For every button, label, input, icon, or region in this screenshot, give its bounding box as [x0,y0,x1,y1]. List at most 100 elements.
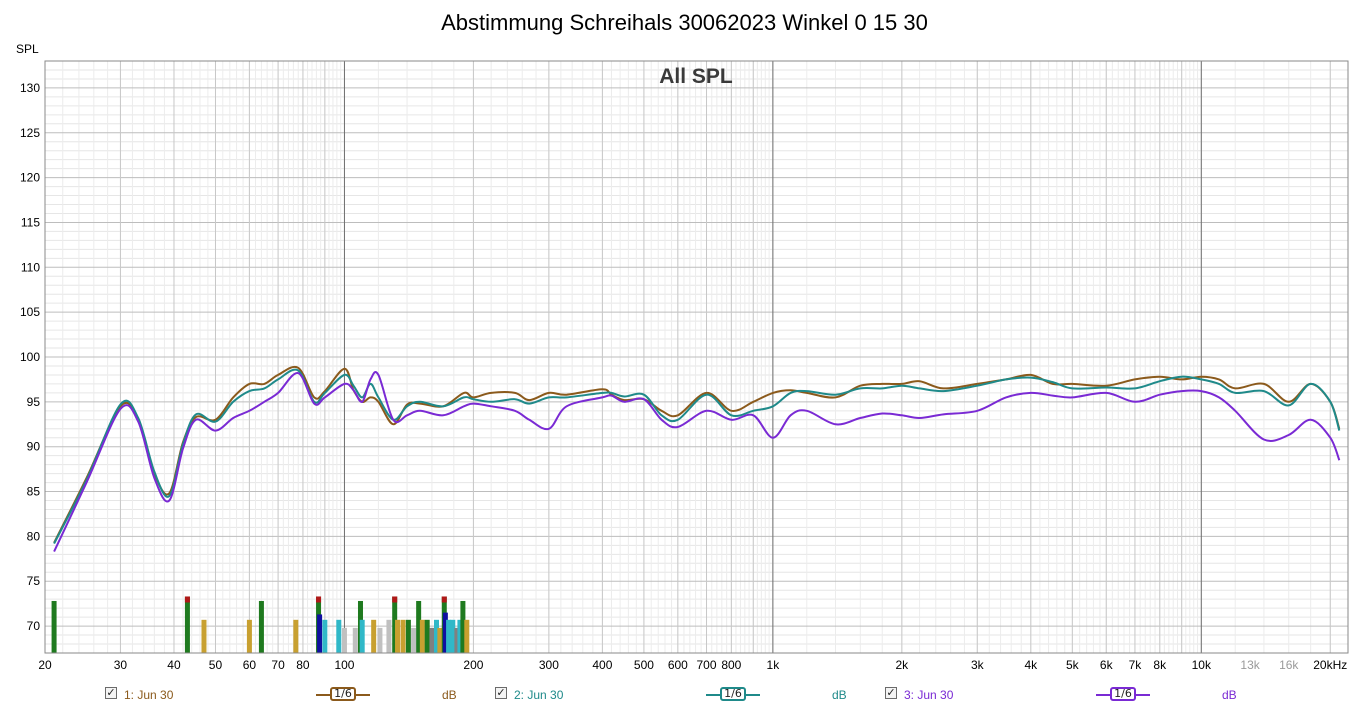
x-tick-label: 800 [721,658,741,672]
chart-subtitle: All SPL [659,65,733,88]
y-tick-label: 115 [21,215,40,229]
bars-layer [51,596,470,653]
x-tick-label: 1k [767,658,781,672]
x-tick-label: 80 [296,658,310,672]
plot-frame [44,60,1349,654]
histogram-bar-cap [392,596,398,603]
x-tick-label: 10k [1192,658,1212,672]
smoothing-value-2[interactable]: 1/6 [720,687,746,701]
histogram-bar [433,619,439,653]
chart-title: Abstimmung Schreihals 30062023 Winkel 0 … [441,10,928,35]
legend-unit-2: dB [832,688,847,702]
histogram-bar [429,627,435,653]
x-tick-label: 7k [1129,658,1143,672]
x-tick-label: 100 [334,658,354,672]
x-tick-label: 13k [1240,658,1260,672]
x-tick-label: 20 [38,658,52,672]
y-tick-label: 100 [20,350,40,364]
smoothing-control-1[interactable]: 1/6 [316,686,370,702]
legend-label-1: 1: Jun 30 [124,688,174,702]
histogram-bar [457,619,463,653]
x-tick-label: 20kHz [1313,658,1347,672]
histogram-bar [377,627,383,653]
y-tick-label: 130 [20,81,40,95]
histogram-bar [258,600,264,653]
series-layer [53,365,1341,553]
legend-checkbox-1[interactable]: ✓ [105,686,117,699]
histogram-bar [450,619,456,653]
histogram-bar [405,619,411,653]
y-axis-label: SPL [16,42,39,56]
x-tick-label: 16k [1279,658,1299,672]
x-axis-ticks: 20 30 40 50 60 70 80 100 200 300 400 500 600 700 800 1k… [38,658,1347,672]
legend: ✓ 1: Jun 30 1/6 dB ✓ 2: Jun 30 1/6 dB ✓ … [0,686,1369,706]
x-tick-label: 4k [1024,658,1038,672]
y-axis-ticks: 130 125 120 115 110 105 100 95 90 85 80 75 70 [20,81,40,633]
smoothing-value-3[interactable]: 1/6 [1110,687,1136,701]
histogram-bar [419,619,425,653]
x-tick-label: 8k [1153,658,1167,672]
y-tick-label: 80 [27,529,41,543]
x-tick-label: 400 [592,658,612,672]
histogram-bar [359,619,365,653]
histogram-bar [371,619,377,653]
histogram-bar [201,619,207,653]
histogram-bar [341,627,347,653]
x-tick-label: 500 [634,658,654,672]
histogram-bar-cap [316,596,322,603]
y-tick-label: 120 [20,171,40,185]
histogram-bar [352,627,358,653]
histogram-bar [416,600,422,653]
legend-unit-1: dB [442,688,457,702]
y-tick-label: 105 [20,305,40,319]
y-tick-label: 110 [21,260,40,274]
histogram-bar [464,619,470,653]
x-tick-label: 70 [271,658,285,672]
histogram-bar [336,619,342,653]
y-tick-label: 125 [20,126,40,140]
series-line-2 [53,368,1341,545]
legend-checkbox-2[interactable]: ✓ [495,686,507,699]
histogram-bar-cap [184,596,190,603]
histogram-bar [460,600,466,653]
histogram-bar [411,627,417,653]
histogram-bar-cap [441,596,447,603]
histogram-bar [184,596,190,653]
histogram-bar [317,614,323,653]
x-tick-label: 5k [1066,658,1080,672]
histogram-bar [392,596,398,653]
x-tick-label: 300 [539,658,559,672]
y-tick-label: 85 [27,485,41,499]
y-tick-label: 95 [27,395,41,409]
histogram-bar [395,619,401,653]
x-tick-label: 30 [114,658,128,672]
histogram-bar [322,619,328,653]
histogram-bar [446,619,452,653]
smoothing-control-2[interactable]: 1/6 [706,686,760,702]
x-tick-label: 2k [896,658,910,672]
histogram-bar [51,600,57,653]
legend-label-3: 3: Jun 30 [904,688,954,702]
legend-unit-3: dB [1222,688,1237,702]
x-tick-label: 50 [209,658,223,672]
histogram-bar [400,619,406,653]
legend-label-2: 2: Jun 30 [514,688,564,702]
histogram-bar [437,627,443,653]
grid-major [44,61,1348,653]
x-tick-label: 200 [463,658,483,672]
smoothing-value-1[interactable]: 1/6 [330,687,356,701]
x-tick-label: 600 [668,658,688,672]
histogram-bar [454,627,460,653]
y-tick-label: 75 [27,574,41,588]
histogram-bar [246,619,252,653]
x-tick-label: 3k [971,658,985,672]
x-tick-label: 700 [696,658,716,672]
x-tick-label: 60 [243,658,257,672]
y-tick-label: 90 [27,440,41,454]
smoothing-control-3[interactable]: 1/6 [1096,686,1150,702]
legend-checkbox-3[interactable]: ✓ [885,686,897,699]
histogram-bar [424,619,430,653]
histogram-bar [442,612,448,653]
y-tick-label: 70 [27,619,41,633]
